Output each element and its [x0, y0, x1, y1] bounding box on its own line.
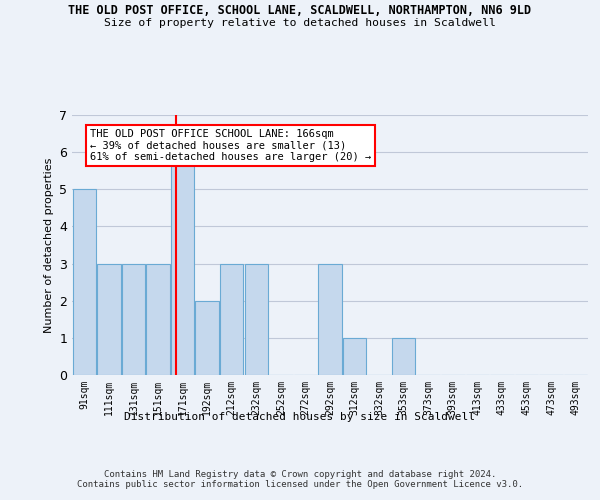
Bar: [97, 264, 121, 375]
Text: THE OLD POST OFFICE, SCHOOL LANE, SCALDWELL, NORTHAMPTON, NN6 9LD: THE OLD POST OFFICE, SCHOOL LANE, SCALDW…: [68, 4, 532, 16]
Bar: [146, 264, 170, 375]
Y-axis label: Number of detached properties: Number of detached properties: [44, 158, 53, 332]
Bar: [392, 338, 415, 375]
Bar: [73, 190, 96, 375]
Bar: [319, 264, 341, 375]
Bar: [122, 264, 145, 375]
Text: Distribution of detached houses by size in Scaldwell: Distribution of detached houses by size …: [125, 412, 476, 422]
Bar: [245, 264, 268, 375]
Bar: [196, 300, 219, 375]
Bar: [343, 338, 366, 375]
Text: Contains HM Land Registry data © Crown copyright and database right 2024.
Contai: Contains HM Land Registry data © Crown c…: [77, 470, 523, 490]
Bar: [171, 152, 194, 375]
Text: Size of property relative to detached houses in Scaldwell: Size of property relative to detached ho…: [104, 18, 496, 28]
Text: THE OLD POST OFFICE SCHOOL LANE: 166sqm
← 39% of detached houses are smaller (13: THE OLD POST OFFICE SCHOOL LANE: 166sqm …: [89, 129, 371, 162]
Bar: [220, 264, 244, 375]
